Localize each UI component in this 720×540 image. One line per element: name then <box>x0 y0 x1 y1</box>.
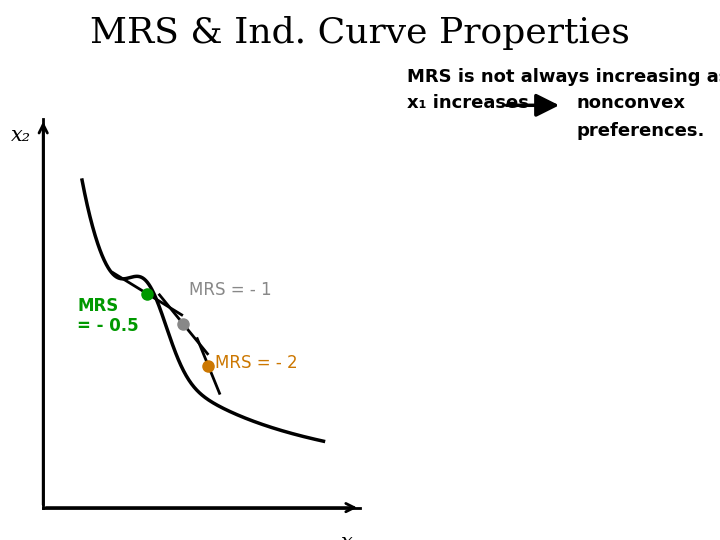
Text: x₁: x₁ <box>341 532 361 540</box>
Text: preferences.: preferences. <box>576 122 704 139</box>
Text: MRS = - 2: MRS = - 2 <box>215 354 298 372</box>
Text: MRS & Ind. Curve Properties: MRS & Ind. Curve Properties <box>90 16 630 50</box>
Text: x₂: x₂ <box>11 126 31 145</box>
Text: nonconvex: nonconvex <box>576 94 685 112</box>
Text: MRS is not always increasing as: MRS is not always increasing as <box>407 68 720 85</box>
Text: x₁ increases: x₁ increases <box>407 94 528 112</box>
Text: MRS
= - 0.5: MRS = - 0.5 <box>77 296 139 335</box>
Text: MRS = - 1: MRS = - 1 <box>189 281 271 299</box>
